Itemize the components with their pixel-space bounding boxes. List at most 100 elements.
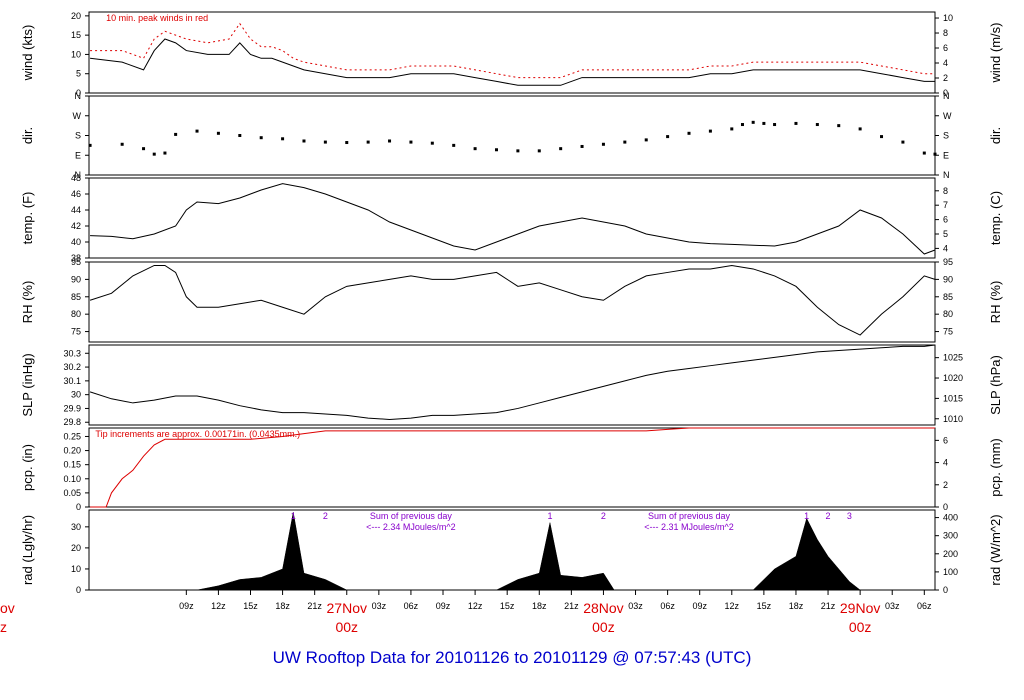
data-point-dir — [815, 123, 819, 127]
xtick-label: 03z — [885, 601, 900, 611]
ytick-label-rad: 0 — [76, 585, 81, 595]
ytick-right-label-temp: 7 — [943, 200, 948, 210]
ytick-right-label-rh: 90 — [943, 274, 953, 284]
data-point-dir — [740, 123, 744, 127]
data-point-dir — [452, 143, 456, 147]
ytick-label-dir: W — [73, 111, 82, 121]
ytick-label-rad: 10 — [71, 564, 81, 574]
data-point-dir — [88, 143, 92, 147]
xtick-day-label: 28Nov — [583, 600, 623, 616]
data-point-dir — [366, 140, 370, 144]
ytick-right-label-dir: S — [943, 131, 949, 141]
panel-pcp — [85, 427, 939, 508]
ytick-right-label-rad: 200 — [943, 549, 958, 559]
data-series-wind-1 — [90, 22, 935, 79]
ytick-right-label-slp: 1010 — [943, 414, 963, 424]
data-point-dir — [666, 135, 670, 139]
data-point-dir — [858, 127, 862, 131]
xtick-label: 12z — [211, 601, 226, 611]
ytick-label-slp: 29.9 — [63, 403, 81, 413]
chart-footer-title: UW Rooftop Data for 20101126 to 20101129… — [272, 648, 752, 667]
ytick-right-label-slp: 1015 — [943, 393, 963, 403]
panel-wind — [85, 11, 939, 94]
data-point-dir — [302, 139, 306, 143]
data-point-dir — [580, 144, 584, 148]
ytick-right-label-pcp: 6 — [943, 435, 948, 445]
xtick-label: 06z — [917, 601, 932, 611]
ytick-label-slp: 30.2 — [63, 362, 81, 372]
xtick-label: 18z — [532, 601, 547, 611]
ytick-label-dir: S — [75, 131, 81, 141]
peak-mark-label: 3 — [847, 511, 852, 521]
ylabel-right-wind: wind (m/s) — [988, 23, 1003, 84]
ytick-right-label-pcp: 0 — [943, 502, 948, 512]
ytick-label-dir: E — [75, 150, 81, 160]
data-point-dir — [933, 152, 937, 156]
data-series-wind-0 — [90, 38, 935, 86]
xtick-day-sublabel: 00z — [592, 619, 615, 635]
panel-frame-rh — [88, 261, 936, 343]
data-series-pcp-0 — [90, 427, 935, 508]
data-point-dir — [623, 140, 627, 144]
ytick-right-label-rh: 95 — [943, 257, 953, 267]
ytick-label-pcp: 0.15 — [63, 460, 81, 470]
ytick-label-dir: N — [75, 91, 82, 101]
ytick-right-label-temp: 4 — [943, 243, 948, 253]
ytick-right-label-dir: N — [943, 91, 950, 101]
ylabel-right-slp: SLP (hPa) — [988, 355, 1003, 415]
rad-note-line1: Sum of previous day — [648, 511, 731, 521]
data-point-dir — [142, 147, 146, 151]
panel-frame-dir — [88, 95, 936, 176]
panel-slp — [85, 344, 939, 426]
rad-note-line1: Sum of previous day — [370, 511, 453, 521]
peak-mark-label: 2 — [826, 511, 831, 521]
ytick-label-pcp: 0.25 — [63, 431, 81, 441]
ytick-label-pcp: 0.20 — [63, 446, 81, 456]
ytick-label-pcp: 0.05 — [63, 488, 81, 498]
ylabel-temp: temp. (F) — [20, 192, 35, 245]
ytick-right-label-dir: N — [943, 170, 950, 180]
xtick-label: 15z — [500, 601, 515, 611]
xtick-label: 06z — [660, 601, 675, 611]
data-point-dir — [687, 131, 691, 135]
ylabel-right-rh: RH (%) — [988, 281, 1003, 324]
ylabel-right-rad: rad (W/m^2) — [988, 514, 1003, 585]
xtick-label: 03z — [372, 601, 387, 611]
ytick-label-rh: 95 — [71, 257, 81, 267]
xtick-day-sublabel: 00z — [335, 619, 358, 635]
data-point-dir — [216, 131, 220, 135]
ytick-label-wind: 0 — [76, 88, 81, 98]
data-point-dir — [388, 139, 392, 143]
ytick-label-slp: 30.3 — [63, 348, 81, 358]
data-point-dir — [601, 142, 605, 146]
ytick-right-label-rad: 100 — [943, 567, 958, 577]
ytick-label-wind: 20 — [71, 11, 81, 21]
xtick-label: 03z — [628, 601, 643, 611]
ylabel-dir: dir. — [20, 127, 35, 144]
data-point-dir — [644, 138, 648, 142]
ytick-right-label-wind: 0 — [943, 88, 948, 98]
ytick-label-pcp: 0.10 — [63, 474, 81, 484]
data-point-dir — [559, 147, 563, 151]
data-point-dir — [409, 140, 413, 144]
data-series-temp-0 — [90, 183, 936, 255]
ytick-right-label-rh: 80 — [943, 309, 953, 319]
data-point-dir — [430, 141, 434, 145]
ytick-label-pcp: 0 — [76, 502, 81, 512]
ylabel-wind: wind (kts) — [20, 25, 35, 82]
data-series-rh-0 — [89, 264, 936, 336]
ytick-right-label-dir: E — [943, 150, 949, 160]
xtick-day-label: 27Nov — [327, 600, 367, 616]
data-point-dir — [837, 124, 841, 128]
panel-dir — [85, 95, 939, 176]
data-point-dir — [794, 121, 798, 125]
ytick-right-label-slp: 1025 — [943, 353, 963, 363]
xtick-label: 21z — [307, 601, 322, 611]
ytick-right-label-temp: 5 — [943, 229, 948, 239]
ytick-label-wind: 10 — [71, 49, 81, 59]
ytick-label-temp: 44 — [71, 205, 81, 215]
ytick-right-label-wind: 2 — [943, 73, 948, 83]
panel-frame-slp — [88, 344, 936, 426]
xtick-label: 12z — [725, 601, 740, 611]
